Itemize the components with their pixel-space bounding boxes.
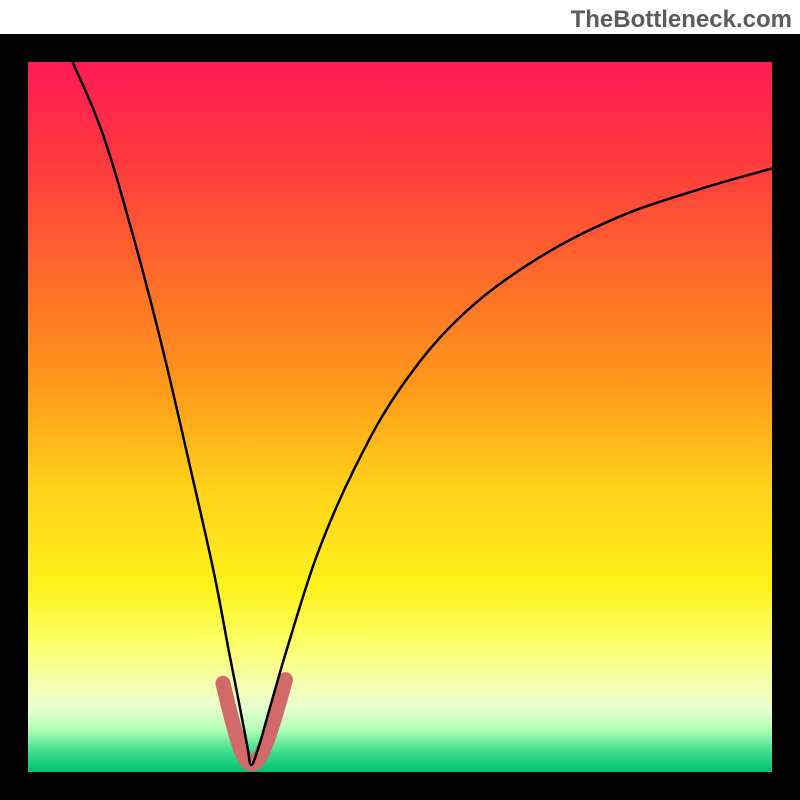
valley-highlight xyxy=(223,680,285,764)
watermark-text: TheBottleneck.com xyxy=(571,6,792,34)
bottleneck-curve xyxy=(73,62,772,765)
chart-svg xyxy=(28,62,772,772)
plot-area xyxy=(28,62,772,772)
